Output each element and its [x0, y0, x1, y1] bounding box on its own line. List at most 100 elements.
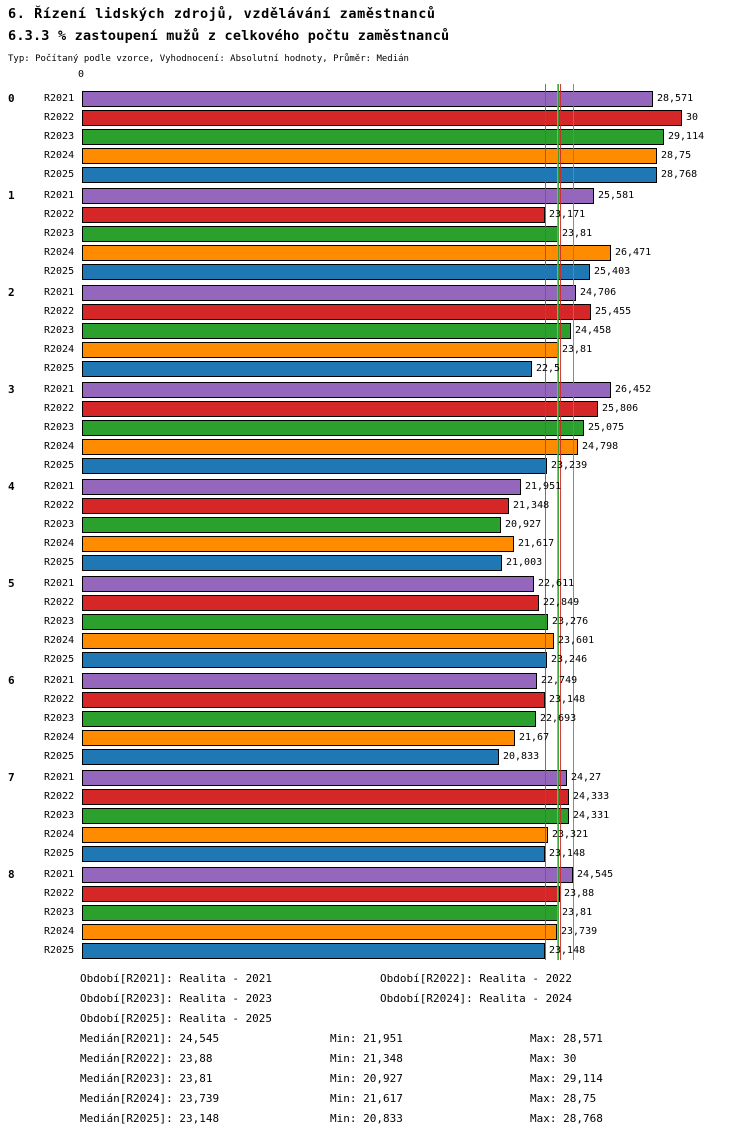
- series-label: R2023: [44, 131, 75, 142]
- bar-R2021-group-7: [82, 770, 567, 786]
- bar-value-label: 22,5: [536, 363, 561, 374]
- group-label: 1: [8, 189, 15, 202]
- bar-R2023-group-7: [82, 808, 569, 824]
- bar-value-label: 28,768: [661, 169, 698, 180]
- series-label: R2023: [44, 713, 75, 724]
- legend-item: Období[R2021]: Realita - 2021: [80, 972, 273, 985]
- bar-R2025-group-4: [82, 555, 502, 571]
- bar-value-label: 22,611: [538, 578, 575, 589]
- min-stat: Min: 21,951: [330, 1032, 403, 1045]
- bar-value-label: 25,403: [594, 266, 631, 277]
- series-label: R2023: [44, 519, 75, 530]
- median-line-R2025: [544, 84, 546, 960]
- bar-R2024-group-0: [82, 148, 657, 164]
- median-line-R2021: [572, 84, 574, 960]
- series-label: R2024: [44, 732, 75, 743]
- series-label: R2025: [44, 945, 75, 956]
- series-label: R2021: [44, 384, 75, 395]
- bar-R2021-group-4: [82, 479, 521, 495]
- series-label: R2022: [44, 500, 75, 511]
- report-title: 6. Řízení lidských zdrojů, vzdělávání za…: [8, 6, 436, 22]
- min-stat: Min: 20,927: [330, 1072, 403, 1085]
- series-label: R2022: [44, 403, 75, 414]
- bar-value-label: 30: [686, 112, 699, 123]
- bar-value-label: 23,171: [549, 209, 586, 220]
- bar-value-label: 24,458: [575, 325, 612, 336]
- median-stat: Medián[R2022]: 23,88: [80, 1052, 213, 1065]
- bar-R2022-group-8: [82, 886, 560, 902]
- group-label: 5: [8, 577, 15, 590]
- bar-value-label: 23,601: [558, 635, 595, 646]
- group-label: 3: [8, 383, 15, 396]
- median-line-R2022: [559, 84, 561, 960]
- bar-R2022-group-5: [82, 595, 539, 611]
- median-line-R2024: [556, 84, 558, 960]
- bar-R2021-group-8: [82, 867, 573, 883]
- median-stat: Medián[R2023]: 23,81: [80, 1072, 213, 1085]
- group-label: 0: [8, 92, 15, 105]
- bar-value-label: 25,455: [595, 306, 632, 317]
- series-label: R2025: [44, 169, 75, 180]
- bar-R2024-group-8: [82, 924, 557, 940]
- bar-value-label: 23,321: [552, 829, 589, 840]
- bar-value-label: 23,276: [552, 616, 589, 627]
- bar-R2024-group-5: [82, 633, 554, 649]
- bar-R2021-group-3: [82, 382, 611, 398]
- bar-R2024-group-7: [82, 827, 548, 843]
- bar-R2025-group-0: [82, 167, 657, 183]
- bar-R2023-group-5: [82, 614, 548, 630]
- series-label: R2024: [44, 441, 75, 452]
- bar-R2024-group-4: [82, 536, 514, 552]
- series-label: R2021: [44, 481, 75, 492]
- bar-value-label: 28,75: [661, 150, 692, 161]
- bar-value-label: 23,739: [561, 926, 598, 937]
- bar-R2025-group-3: [82, 458, 547, 474]
- series-label: R2021: [44, 772, 75, 783]
- series-label: R2025: [44, 751, 75, 762]
- bar-value-label: 25,806: [602, 403, 639, 414]
- series-label: R2022: [44, 888, 75, 899]
- series-label: R2021: [44, 675, 75, 686]
- median-line-R2023: [558, 84, 560, 960]
- bar-R2025-group-1: [82, 264, 590, 280]
- max-stat: Max: 29,114: [530, 1072, 603, 1085]
- bar-R2023-group-8: [82, 905, 558, 921]
- series-label: R2025: [44, 848, 75, 859]
- series-label: R2023: [44, 228, 75, 239]
- group-label: 6: [8, 674, 15, 687]
- bar-value-label: 26,471: [615, 247, 652, 258]
- bar-R2023-group-6: [82, 711, 536, 727]
- bar-value-label: 20,833: [503, 751, 540, 762]
- bar-value-label: 21,67: [519, 732, 550, 743]
- group-label: 2: [8, 286, 15, 299]
- bar-R2024-group-3: [82, 439, 578, 455]
- series-label: R2022: [44, 112, 75, 123]
- bar-value-label: 22,693: [540, 713, 577, 724]
- bar-value-label: 22,849: [543, 597, 580, 608]
- series-label: R2024: [44, 635, 75, 646]
- series-label: R2023: [44, 616, 75, 627]
- max-stat: Max: 28,768: [530, 1112, 603, 1125]
- bar-value-label: 24,331: [573, 810, 610, 821]
- series-label: R2023: [44, 907, 75, 918]
- stats: Medián[R2021]: 24,545 Min: 21,951 Max: 28,…: [0, 1032, 750, 1136]
- series-label: R2024: [44, 150, 75, 161]
- max-stat: Max: 28,75: [530, 1092, 597, 1105]
- group-label: 8: [8, 868, 15, 881]
- bar-value-label: 24,333: [573, 791, 610, 802]
- bar-R2021-group-6: [82, 673, 537, 689]
- series-label: R2022: [44, 209, 75, 220]
- report-subtitle: 6.3.3 % zastoupení mužů z celkového počt…: [8, 28, 450, 44]
- bar-R2021-group-2: [82, 285, 576, 301]
- legend-item: Období[R2022]: Realita - 2022: [380, 972, 573, 985]
- group-label: 7: [8, 771, 15, 784]
- bar-value-label: 24,798: [582, 441, 619, 452]
- bar-value-label: 25,581: [598, 190, 635, 201]
- bar-R2021-group-0: [82, 91, 653, 107]
- bar-value-label: 20,927: [505, 519, 542, 530]
- bar-R2023-group-3: [82, 420, 584, 436]
- series-label: R2024: [44, 247, 75, 258]
- bar-value-label: 21,003: [506, 557, 543, 568]
- series-label: R2021: [44, 578, 75, 589]
